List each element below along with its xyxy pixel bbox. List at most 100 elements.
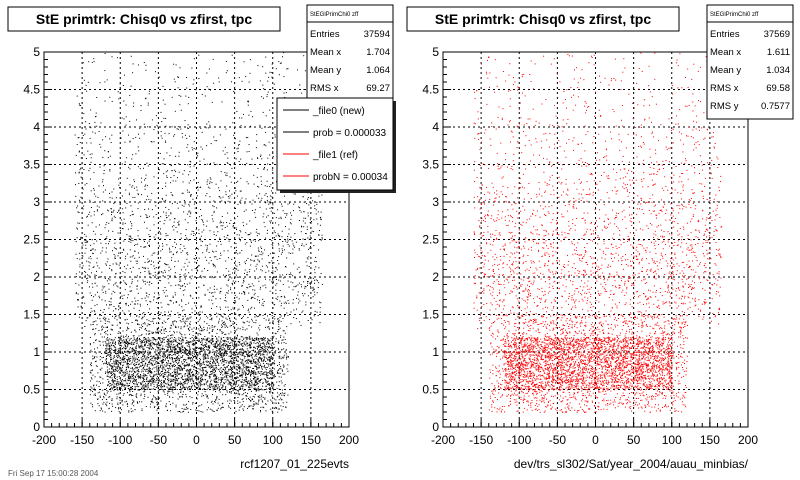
scatter-point (252, 360, 254, 362)
scatter-point (123, 346, 125, 348)
scatter-point (245, 374, 246, 376)
scatter-point (212, 363, 214, 365)
scatter-point (272, 349, 274, 351)
scatter-point (216, 306, 218, 308)
scatter-point (189, 357, 191, 359)
scatter-point (206, 343, 208, 345)
scatter-point (196, 387, 198, 389)
scatter-point (277, 395, 279, 397)
scatter-point (268, 388, 270, 390)
scatter-point (180, 352, 182, 354)
scatter-point (148, 370, 150, 371)
scatter-point (214, 346, 216, 348)
scatter-point (243, 279, 244, 281)
scatter-point (129, 376, 131, 377)
scatter-point (156, 402, 158, 404)
scatter-point (284, 249, 285, 251)
scatter-point (262, 406, 264, 408)
scatter-points (74, 52, 323, 413)
scatter-point (193, 141, 195, 143)
scatter-point (121, 366, 123, 368)
scatter-point (107, 343, 109, 345)
scatter-point (119, 352, 121, 354)
scatter-point (164, 385, 166, 387)
scatter-point (268, 359, 270, 361)
scatter-point (128, 366, 130, 368)
scatter-point (273, 347, 275, 349)
scatter-point (168, 360, 169, 362)
scatter-point (185, 349, 186, 350)
scatter-point (102, 382, 104, 384)
scatter-point (235, 357, 237, 359)
scatter-point (95, 328, 97, 330)
scatter-point (236, 195, 238, 197)
scatter-point (156, 343, 157, 345)
scatter-point (165, 370, 167, 371)
scatter-point (209, 243, 211, 245)
scatter-point (186, 283, 188, 285)
scatter-point (211, 338, 213, 340)
scatter-point (146, 359, 148, 361)
scatter-point (247, 370, 249, 372)
scatter-point (180, 280, 182, 282)
scatter-point (116, 367, 118, 369)
scatter-point (113, 345, 115, 347)
scatter-point (192, 374, 194, 375)
scatter-point (90, 364, 91, 366)
scatter-point (194, 402, 196, 404)
scatter-point (186, 365, 188, 367)
scatter-point (167, 378, 168, 380)
scatter-point (136, 393, 138, 395)
scatter-point (241, 379, 243, 381)
scatter-point (171, 349, 173, 351)
scatter-point (287, 356, 289, 358)
scatter-point (197, 352, 199, 354)
scatter-point (154, 318, 156, 319)
scatter-point (267, 201, 269, 203)
scatter-point (127, 405, 129, 407)
scatter-point (158, 380, 160, 382)
scatter-point (112, 290, 114, 292)
scatter-point (277, 365, 278, 366)
scatter-point (225, 367, 227, 369)
scatter-point (161, 361, 163, 363)
scatter-point (119, 369, 121, 371)
scatter-point (210, 339, 212, 341)
scatter-point (167, 391, 169, 393)
scatter-point (116, 393, 118, 395)
scatter-point (205, 394, 207, 396)
scatter-point (148, 361, 150, 363)
scatter-point (108, 321, 110, 323)
scatter-point (253, 370, 255, 372)
scatter-point (147, 396, 149, 398)
scatter-point (265, 351, 267, 353)
scatter-point (226, 353, 228, 355)
scatter-point (262, 382, 263, 384)
scatter-point (108, 396, 110, 398)
scatter-point (116, 360, 118, 362)
scatter-point (230, 367, 232, 369)
scatter-point (142, 323, 144, 325)
scatter-point (240, 349, 242, 351)
scatter-point (119, 321, 121, 323)
scatter-point (146, 363, 148, 365)
scatter-point (183, 352, 185, 354)
scatter-point (192, 351, 194, 353)
scatter-point (137, 166, 139, 168)
scatter-point (143, 387, 145, 389)
scatter-point (83, 154, 85, 156)
scatter-point (202, 363, 204, 365)
scatter-point (278, 381, 280, 383)
scatter-point (278, 376, 280, 378)
scatter-point (278, 399, 280, 401)
scatter-point (121, 374, 123, 376)
scatter-point (208, 299, 210, 301)
scatter-point (191, 386, 193, 388)
scatter-point (153, 381, 155, 383)
scatter-point (147, 330, 149, 332)
scatter-point (177, 393, 179, 395)
scatter-point (139, 353, 140, 355)
scatter-point (227, 373, 229, 374)
scatter-point (173, 218, 175, 220)
scatter-point (199, 368, 201, 370)
